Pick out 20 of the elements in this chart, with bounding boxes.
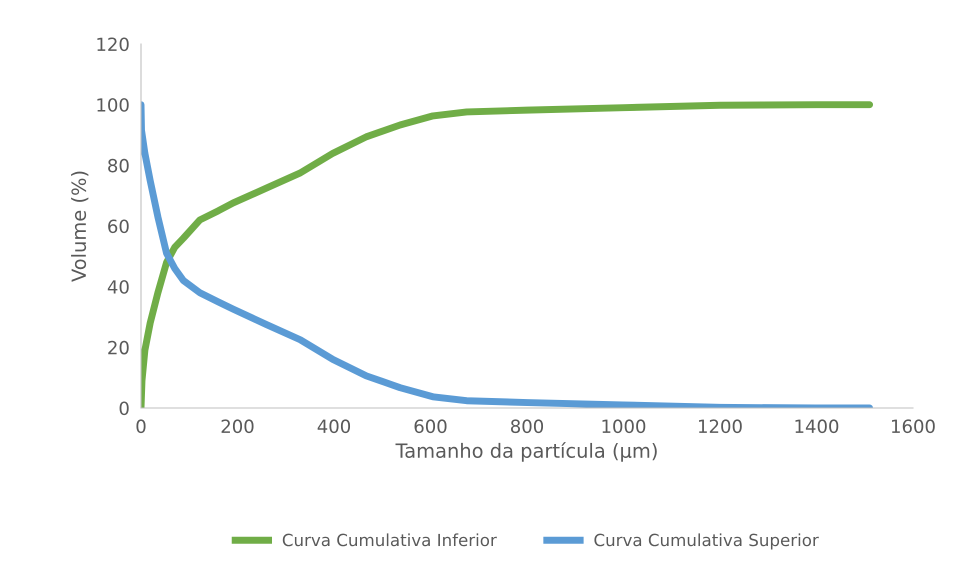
y-tick-label: 80	[108, 158, 129, 172]
y-axis-title: Volume (%)	[71, 172, 88, 282]
x-axis-title: Tamanho da partícula (μm)	[396, 442, 657, 462]
x-tick-label: 1600	[892, 419, 935, 434]
legend-label: Curva Cumulativa Superior	[594, 533, 819, 550]
x-tick-label: 600	[414, 419, 447, 434]
x-tick-label: 400	[318, 419, 350, 434]
x-tick-label: 1000	[602, 419, 646, 434]
y-tick-label: 120	[97, 37, 129, 52]
x-tick-label: 800	[510, 419, 544, 434]
y-tick-label: 20	[108, 340, 129, 354]
y-tick-label: 40	[108, 280, 129, 294]
x-tick-label: 1200	[699, 419, 742, 434]
y-tick-label: 0	[120, 401, 129, 416]
y-tick-label: 60	[108, 219, 129, 234]
legend-label: Curva Cumulativa Inferior	[282, 533, 497, 546]
x-tick-label: 0	[136, 419, 146, 434]
x-tick-label: 200	[222, 419, 254, 434]
y-tick-label: 100	[97, 98, 129, 112]
x-tick-label: 1400	[796, 419, 838, 434]
